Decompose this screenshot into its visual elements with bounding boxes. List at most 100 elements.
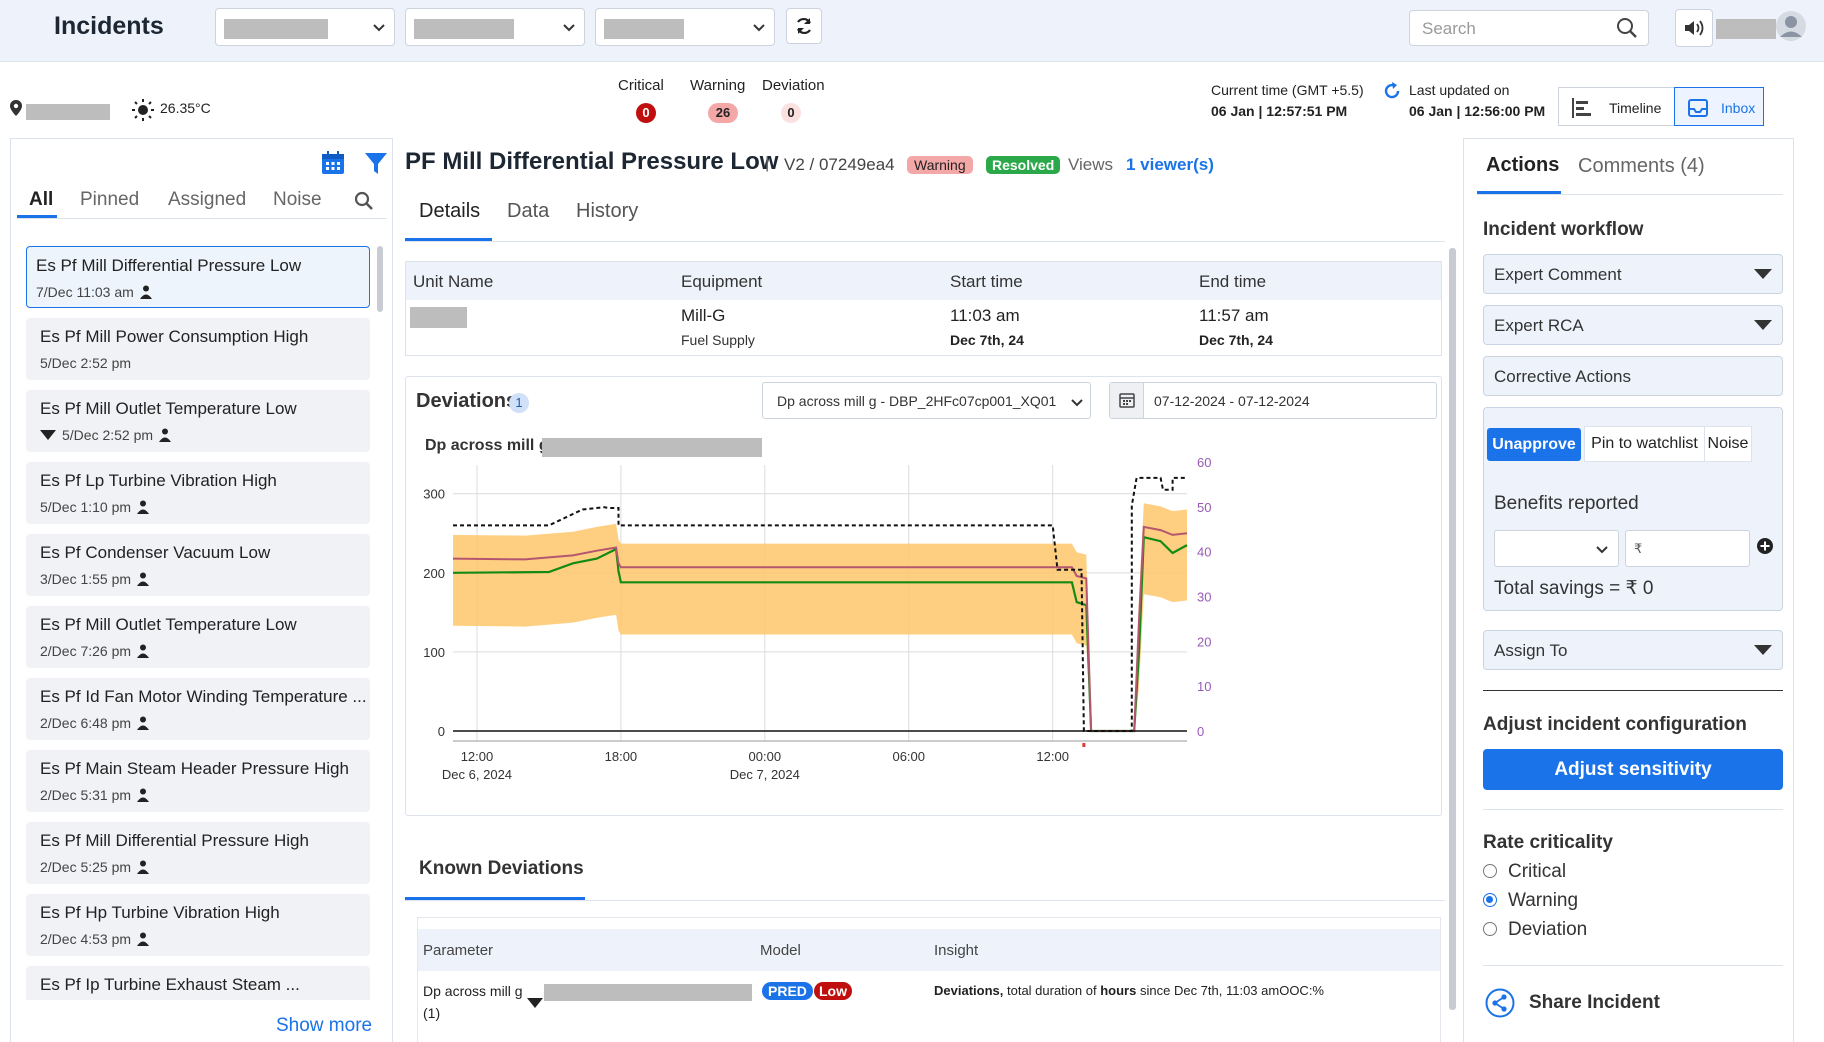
date-range-input[interactable]: 07-12-2024 - 07-12-2024 <box>1109 382 1437 419</box>
list-item[interactable]: Es Pf Mill Differential Pressure High 2/… <box>26 822 370 884</box>
unit-select[interactable] <box>405 8 585 46</box>
show-more-link[interactable]: Show more <box>276 1015 373 1036</box>
radio-deviation[interactable] <box>1483 922 1497 936</box>
y-right-tick-label: 40 <box>1197 545 1211 560</box>
tab-assigned[interactable]: Assigned <box>168 189 247 210</box>
expert-rca-dropdown[interactable]: Expert RCA <box>1483 305 1783 345</box>
list-item-date: 5/Dec 2:52 pm <box>40 355 132 371</box>
active-tab-indicator <box>1477 191 1561 194</box>
actual-line <box>452 535 1188 733</box>
list-item[interactable]: Es Pf Lp Turbine Vibration High 5/Dec 1:… <box>26 462 370 524</box>
benefit-type-select[interactable] <box>1494 530 1619 567</box>
parameter-select[interactable]: Dp across mill g - DBP_2HFc07cp001_XQ01 <box>762 382 1091 419</box>
search-input[interactable]: Search <box>1409 10 1649 46</box>
caret-down-icon[interactable] <box>40 430 56 440</box>
scrollbar[interactable] <box>377 246 383 312</box>
refresh-icon[interactable] <box>1382 81 1402 101</box>
assign-to-dropdown[interactable]: Assign To <box>1483 630 1783 670</box>
col-unit-name: Unit Name <box>413 272 494 291</box>
top-bar: Incidents Search <box>0 0 1824 62</box>
share-icon[interactable] <box>1485 988 1515 1018</box>
user-icon <box>137 860 150 874</box>
pin-to-watchlist-button[interactable]: Pin to watchlist <box>1584 426 1705 462</box>
tab-details[interactable]: Details <box>419 200 481 222</box>
list-item-selected[interactable]: Es Pf Mill Differential Pressure Low 7/D… <box>26 246 370 308</box>
timeline-toggle[interactable]: Timeline <box>1558 87 1674 126</box>
list-item[interactable]: Es Pf Mill Outlet Temperature Low 2/Dec … <box>26 606 370 668</box>
unapprove-button[interactable]: Unapprove <box>1487 428 1581 461</box>
col-end-time: End time <box>1199 272 1267 291</box>
list-item[interactable]: Es Pf Mill Outlet Temperature Low 5/Dec … <box>26 390 370 452</box>
y-right-tick-label: 0 <box>1197 724 1204 739</box>
tab-actions[interactable]: Actions <box>1486 154 1560 176</box>
refresh-button[interactable] <box>786 8 822 44</box>
critical-count-badge[interactable]: 0 <box>636 103 656 123</box>
filter-icon[interactable] <box>364 152 388 176</box>
row-parameter: Dp across mill g <box>423 983 523 999</box>
insight-bold: Deviations, <box>934 983 1004 998</box>
adjust-sensitivity-button[interactable]: Adjust sensitivity <box>1483 749 1783 790</box>
radio-critical[interactable] <box>1483 864 1497 878</box>
end-time-value: 11:57 am <box>1199 306 1269 325</box>
tab-comments[interactable]: Comments (4) <box>1578 155 1705 177</box>
equipment-sub: Fuel Supply <box>681 332 755 348</box>
list-item-date: 7/Dec 11:03 am <box>36 284 134 300</box>
list-item[interactable]: Es Pf Main Steam Header Pressure High 2/… <box>26 750 370 812</box>
deviation-count-badge[interactable]: 0 <box>781 103 801 123</box>
active-tab-indicator <box>405 238 492 241</box>
avatar[interactable] <box>1775 10 1807 42</box>
list-item[interactable]: Es Pf Ip Turbine Exhaust Steam ... <box>26 966 370 1000</box>
inbox-toggle[interactable]: Inbox <box>1674 87 1764 126</box>
deviations-title: Deviations <box>416 390 518 412</box>
tab-pinned[interactable]: Pinned <box>80 189 140 210</box>
benefit-amount-input[interactable]: ₹ <box>1625 530 1750 567</box>
expert-comment-dropdown[interactable]: Expert Comment <box>1483 254 1783 294</box>
views-label: Views <box>1068 155 1114 174</box>
corrective-actions-field[interactable]: Corrective Actions <box>1483 356 1783 396</box>
user-icon <box>159 428 172 442</box>
sound-button[interactable] <box>1675 9 1713 47</box>
currency-symbol: ₹ <box>1634 541 1643 556</box>
add-icon[interactable] <box>1756 537 1774 555</box>
list-item[interactable]: Es Pf Condenser Vacuum Low 3/Dec 1:55 pm <box>26 534 370 596</box>
tab-all[interactable]: All <box>29 189 54 210</box>
caret-down-icon[interactable] <box>527 998 543 1008</box>
adjust-title: Adjust incident configuration <box>1483 714 1747 735</box>
tab-data[interactable]: Data <box>507 200 550 222</box>
chevron-down-icon <box>373 24 385 32</box>
location-name <box>26 104 110 120</box>
caret-down-icon <box>1754 269 1772 279</box>
x-tick-label: 12:00 <box>1036 749 1069 764</box>
list-item[interactable]: Es Pf Hp Turbine Vibration High 2/Dec 4:… <box>26 894 370 956</box>
scrollbar[interactable] <box>1449 248 1456 1010</box>
user-icon <box>137 716 150 730</box>
tab-history[interactable]: History <box>576 200 639 222</box>
tab-divider <box>17 218 387 219</box>
search-icon[interactable] <box>354 191 374 211</box>
deviations-count-badge: 1 <box>509 393 529 413</box>
viewers-link[interactable]: 1 viewer(s) <box>1126 155 1214 174</box>
incident-title: PF Mill Differential Pressure Low <box>405 148 779 175</box>
divider <box>1483 965 1783 966</box>
y-tick-label: 100 <box>423 645 445 660</box>
row-parameter-count: (1) <box>423 1005 441 1021</box>
list-item-title: Es Pf Mill Power Consumption High <box>40 327 309 346</box>
user-name <box>1716 19 1776 39</box>
list-item[interactable]: Es Pf Mill Power Consumption High 5/Dec … <box>26 318 370 380</box>
y-right-tick-label: 60 <box>1197 455 1211 470</box>
radio-warning[interactable] <box>1483 893 1497 907</box>
share-incident-link[interactable]: Share Incident <box>1529 992 1660 1013</box>
list-item-title: Es Pf Lp Turbine Vibration High <box>40 471 277 490</box>
calendar-icon[interactable] <box>321 151 345 175</box>
list-item-title: Es Pf Id Fan Motor Winding Temperature .… <box>40 687 367 706</box>
system-select[interactable] <box>595 8 775 46</box>
tab-noise[interactable]: Noise <box>273 189 322 210</box>
actions-panel <box>1463 138 1794 1042</box>
list-item[interactable]: Es Pf Id Fan Motor Winding Temperature .… <box>26 678 370 740</box>
plant-select[interactable] <box>215 8 395 46</box>
noise-button[interactable]: Noise <box>1704 426 1752 462</box>
warning-count-badge[interactable]: 26 <box>708 103 738 123</box>
chevron-down-icon <box>1596 546 1608 554</box>
parameter-select-value: Dp across mill g - DBP_2HFc07cp001_XQ01 <box>777 393 1057 409</box>
list-item-title: Es Pf Mill Outlet Temperature Low <box>40 399 297 418</box>
